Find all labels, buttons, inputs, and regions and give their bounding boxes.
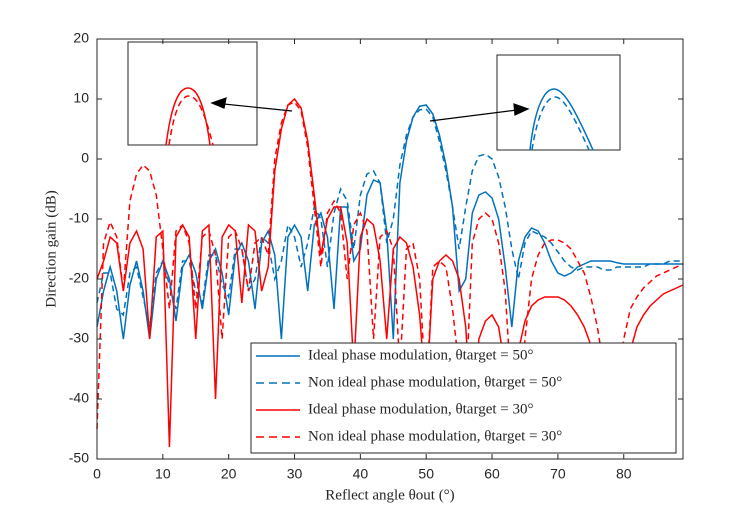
y-axis-label: Direction gain (dB) [43,190,59,307]
legend: Ideal phase modulation, θtarget = 50° Non… [250,342,677,454]
inset-box [496,54,621,151]
x-tick-label: 10 [155,466,171,482]
series-line [96,108,683,328]
y-tick-label: 20 [73,30,89,46]
legend-label: Ideal phase modulation, θtarget = 50° [308,347,533,363]
legend-box [250,342,677,454]
y-tick-label: 10 [73,90,89,106]
inset-left [127,41,258,146]
x-tick-label: 0 [93,466,101,482]
y-tick-label: -30 [69,330,89,346]
x-axis-label: Reflect angle θout (°) [325,487,454,503]
x-tick-label: 50 [418,466,434,482]
inset-right [496,54,621,151]
x-tick-label: 80 [616,466,632,482]
arrows [210,97,530,122]
x-tick-label: 20 [221,466,237,482]
inset-curve [531,96,590,151]
axes-box [96,38,684,460]
x-tick-label: 30 [287,466,303,482]
inset-curve [529,88,594,151]
y-tick-label: -50 [69,450,89,466]
inset-box [127,41,258,146]
arrow-head [513,103,530,116]
arrow [213,102,293,112]
inset-curve [168,95,214,146]
legend-label: Ideal phase modulation, θtarget = 30° [308,401,533,417]
x-tick-label: 40 [353,466,369,482]
y-tick-label: -40 [69,390,89,406]
series-line [96,97,684,448]
legend-label: Non ideal phase modulation, θtarget = 50… [308,374,562,390]
plot [96,97,684,448]
x-tick-label: 60 [484,466,500,482]
x-tick-label: 70 [550,466,566,482]
legend-label: Non ideal phase modulation, θtarget = 30… [308,428,562,444]
arrow [429,108,526,122]
y-tick-label: -10 [69,210,89,226]
y-tick-label: -20 [69,270,89,286]
series-line [96,101,684,448]
y-tick-label: 0 [81,150,89,166]
arrow-head [210,97,227,109]
inset-curve [165,87,211,146]
